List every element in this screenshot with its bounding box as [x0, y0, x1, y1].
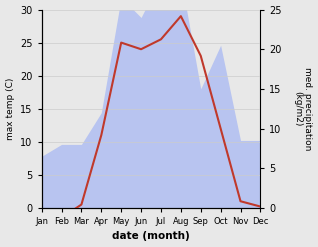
Y-axis label: med. precipitation
(kg/m2): med. precipitation (kg/m2) — [293, 67, 313, 150]
Y-axis label: max temp (C): max temp (C) — [5, 78, 15, 140]
X-axis label: date (month): date (month) — [112, 231, 190, 242]
